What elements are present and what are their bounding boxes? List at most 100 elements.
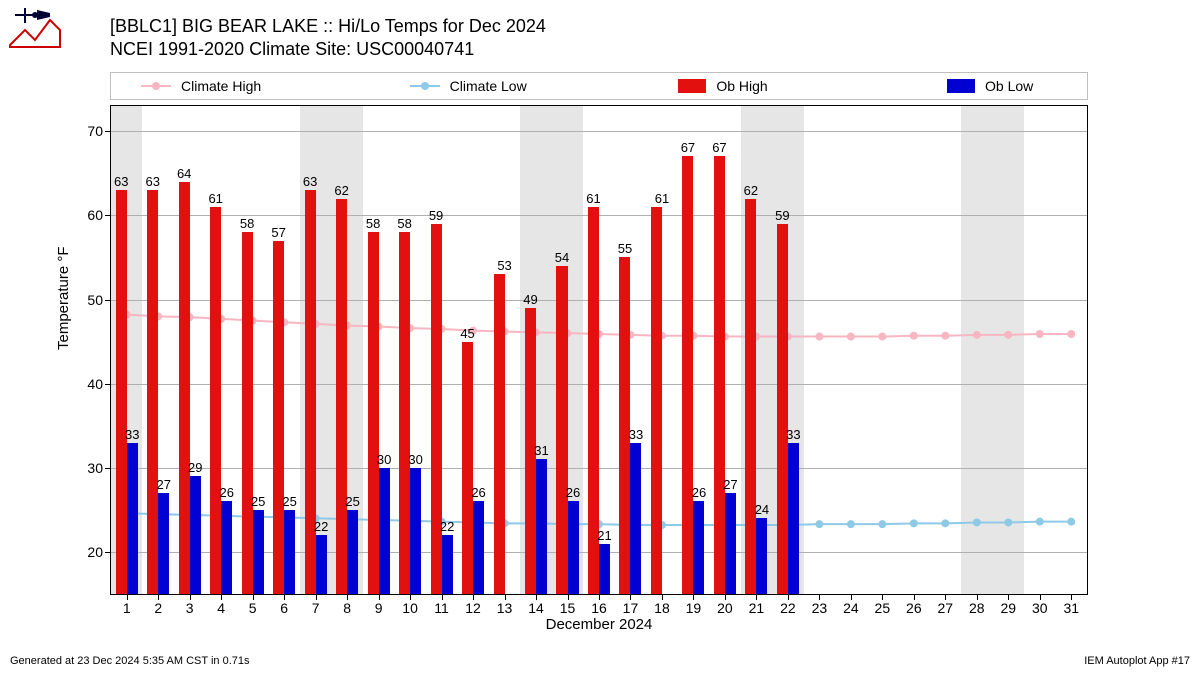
- iem-logo-icon: [5, 5, 65, 55]
- ob-low-bar: [568, 501, 579, 594]
- ob-low-bar: [316, 535, 327, 594]
- bar-value-label: 61: [208, 191, 222, 206]
- ob-high-bar: [336, 199, 347, 594]
- ob-high-bar: [651, 207, 662, 594]
- ob-low-bar: [379, 468, 390, 594]
- ytick-label: 70: [87, 123, 103, 139]
- bar-value-label: 59: [429, 208, 443, 223]
- legend-ob-high: Ob High: [678, 78, 907, 94]
- xtick-label: 17: [623, 600, 639, 616]
- ob-high-bar: [462, 342, 473, 594]
- bar-value-label: 55: [618, 241, 632, 256]
- ob-low-bar: [599, 544, 610, 594]
- xtick-label: 4: [217, 600, 225, 616]
- ob-low-bar: [442, 535, 453, 594]
- y-axis-label: Temperature °F: [55, 246, 72, 350]
- xtick-label: 9: [375, 600, 383, 616]
- bar-value-label: 58: [366, 216, 380, 231]
- ytick-label: 60: [87, 207, 103, 223]
- bar-value-label: 61: [586, 191, 600, 206]
- bar-value-label: 61: [655, 191, 669, 206]
- bar-value-label: 22: [314, 519, 328, 534]
- bar-value-label: 29: [188, 460, 202, 475]
- bar-value-label: 33: [629, 427, 643, 442]
- bar-value-label: 53: [497, 258, 511, 273]
- xtick-label: 26: [906, 600, 922, 616]
- footer-app: IEM Autoplot App #17: [1084, 655, 1190, 667]
- ob-low-bar: [725, 493, 736, 594]
- bar-value-label: 26: [219, 485, 233, 500]
- ob-high-bar: [745, 199, 756, 594]
- bar-value-label: 67: [681, 140, 695, 155]
- ob-high-bar: [682, 156, 693, 594]
- gridline: [111, 384, 1087, 385]
- ob-high-bar: [147, 190, 158, 594]
- ob-low-bar: [410, 468, 421, 594]
- ytick-label: 50: [87, 292, 103, 308]
- xtick-label: 5: [249, 600, 257, 616]
- bar-value-label: 63: [114, 174, 128, 189]
- ob-high-bar: [556, 266, 567, 594]
- xtick-label: 31: [1063, 600, 1079, 616]
- ob-low-bar: [347, 510, 358, 594]
- bar-value-label: 31: [534, 443, 548, 458]
- xtick-label: 12: [465, 600, 481, 616]
- xtick-label: 2: [154, 600, 162, 616]
- bar-value-label: 49: [523, 292, 537, 307]
- xtick-label: 27: [938, 600, 954, 616]
- bar-value-label: 63: [303, 174, 317, 189]
- xtick-label: 8: [343, 600, 351, 616]
- bar-value-label: 26: [692, 485, 706, 500]
- legend-ob-low: Ob Low: [947, 78, 1047, 94]
- ob-low-bar: [190, 476, 201, 594]
- ob-high-bar: [273, 241, 284, 594]
- bar-value-label: 26: [471, 485, 485, 500]
- ob-high-bar: [777, 224, 788, 594]
- gridline: [111, 468, 1087, 469]
- ob-high-bar: [494, 274, 505, 594]
- xtick-label: 16: [591, 600, 607, 616]
- xtick-label: 14: [528, 600, 544, 616]
- legend-climate-low: Climate Low: [410, 78, 639, 94]
- bar-value-label: 30: [377, 452, 391, 467]
- bar-value-label: 30: [408, 452, 422, 467]
- xtick-label: 15: [560, 600, 576, 616]
- weekend-band: [961, 106, 1024, 594]
- ytick-label: 40: [87, 376, 103, 392]
- xtick-label: 22: [780, 600, 796, 616]
- ob-low-bar: [284, 510, 295, 594]
- ob-high-bar: [431, 224, 442, 594]
- xtick-label: 11: [434, 600, 449, 616]
- title-line1: [BBLC1] BIG BEAR LAKE :: Hi/Lo Temps for…: [110, 15, 546, 38]
- bar-value-label: 57: [271, 225, 285, 240]
- xtick-label: 29: [1000, 600, 1016, 616]
- xtick-label: 7: [312, 600, 320, 616]
- bar-value-label: 25: [251, 494, 265, 509]
- bar-value-label: 62: [744, 183, 758, 198]
- ob-high-bar: [368, 232, 379, 594]
- xtick-label: 23: [812, 600, 828, 616]
- footer-generated: Generated at 23 Dec 2024 5:35 AM CST in …: [10, 655, 250, 667]
- ob-high-bar: [210, 207, 221, 594]
- xtick-label: 1: [123, 600, 131, 616]
- bar-value-label: 33: [786, 427, 800, 442]
- ob-high-bar: [116, 190, 127, 594]
- ytick-label: 20: [87, 544, 103, 560]
- bar-value-label: 58: [397, 216, 411, 231]
- bar-value-label: 63: [145, 174, 159, 189]
- ob-low-bar: [788, 443, 799, 594]
- legend-ob-low-label: Ob Low: [985, 78, 1033, 94]
- legend-climate-high: Climate High: [141, 78, 370, 94]
- ob-high-bar: [714, 156, 725, 594]
- gridline: [111, 215, 1087, 216]
- xtick-label: 30: [1032, 600, 1048, 616]
- bar-value-label: 27: [723, 477, 737, 492]
- bar-value-label: 67: [712, 140, 726, 155]
- chart-title: [BBLC1] BIG BEAR LAKE :: Hi/Lo Temps for…: [110, 15, 546, 62]
- legend: Climate High Climate Low Ob High Ob Low: [110, 72, 1088, 100]
- bar-value-label: 21: [597, 528, 611, 543]
- xtick-label: 20: [717, 600, 733, 616]
- x-axis-label: December 2024: [110, 616, 1088, 633]
- xtick-label: 25: [875, 600, 891, 616]
- ob-low-bar: [127, 443, 138, 594]
